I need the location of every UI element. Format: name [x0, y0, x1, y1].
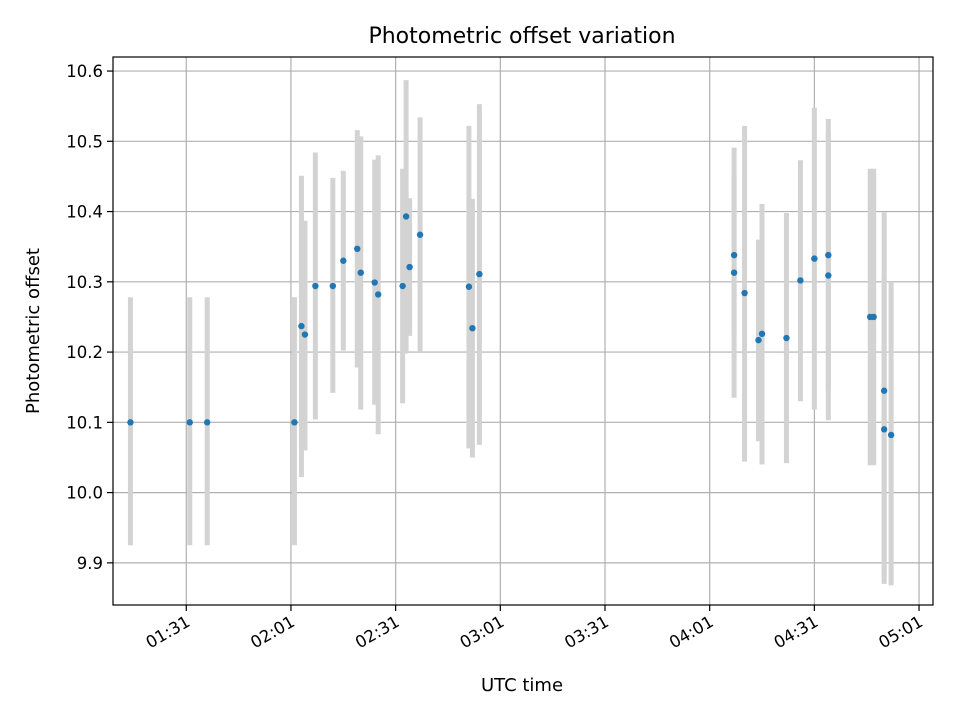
- y-tick-label: 9.9: [77, 554, 103, 573]
- data-point: [291, 419, 298, 426]
- data-point: [402, 213, 410, 220]
- y-axis: 9.9 10.0 10.1 10.2 10.3 10.4 10.5 10.6: [66, 62, 113, 573]
- data-point: [298, 322, 305, 330]
- data-point: [730, 251, 738, 259]
- data-point: [416, 231, 424, 238]
- data-point: [354, 245, 361, 252]
- data-point: [469, 324, 476, 332]
- y-tick-label: 10.2: [66, 343, 103, 362]
- data-point: [357, 269, 364, 276]
- data-point: [811, 255, 818, 262]
- x-tick-label: 03:31: [561, 612, 612, 652]
- grid: [113, 57, 933, 605]
- data-point: [825, 251, 832, 259]
- data-point: [374, 291, 382, 298]
- data-point: [755, 336, 762, 344]
- x-tick-label: 02:31: [352, 612, 403, 652]
- data-point: [406, 263, 413, 271]
- data-point: [301, 331, 309, 338]
- data-point: [476, 270, 483, 278]
- data-point: [870, 313, 877, 321]
- x-axis: 01:31 02:01 02:31 03:01 03:31 04:01 04:31 05:01: [143, 605, 926, 652]
- x-tick-label: 02:01: [247, 612, 298, 652]
- data-point: [465, 283, 473, 290]
- data-point: [880, 426, 888, 433]
- data-point: [186, 419, 193, 426]
- data-point: [340, 257, 347, 264]
- y-tick-label: 10.0: [66, 484, 103, 503]
- data-point: [783, 334, 790, 342]
- y-tick-label: 10.4: [66, 203, 103, 222]
- y-tick-label: 10.3: [66, 273, 103, 292]
- y-axis-label: Photometric offset: [23, 248, 44, 414]
- data-point: [741, 289, 748, 297]
- x-axis-label: UTC time: [481, 675, 563, 696]
- data-point: [399, 282, 406, 290]
- y-tick-label: 10.1: [66, 413, 103, 432]
- x-tick-label: 03:01: [457, 612, 508, 652]
- x-tick-label: 04:01: [666, 612, 717, 652]
- data-point: [880, 387, 888, 394]
- data-point: [887, 431, 895, 439]
- data-point: [758, 330, 766, 338]
- x-tick-label: 04:31: [771, 612, 822, 652]
- plot-frame: [112, 56, 934, 606]
- y-tick-label: 10.6: [66, 62, 103, 81]
- data-point: [204, 419, 211, 426]
- data-point: [825, 272, 832, 279]
- data-point: [730, 269, 738, 276]
- data-point: [371, 279, 378, 286]
- y-tick-label: 10.5: [66, 132, 103, 151]
- error-bars: [127, 80, 894, 586]
- data-point: [797, 277, 804, 284]
- x-tick-label: 01:31: [143, 612, 194, 652]
- x-tick-label: 05:01: [875, 612, 926, 652]
- data-point: [329, 282, 337, 290]
- data-point: [312, 282, 319, 290]
- data-points: [127, 213, 895, 439]
- data-point: [127, 419, 134, 426]
- chart-title: Photometric offset variation: [368, 24, 675, 49]
